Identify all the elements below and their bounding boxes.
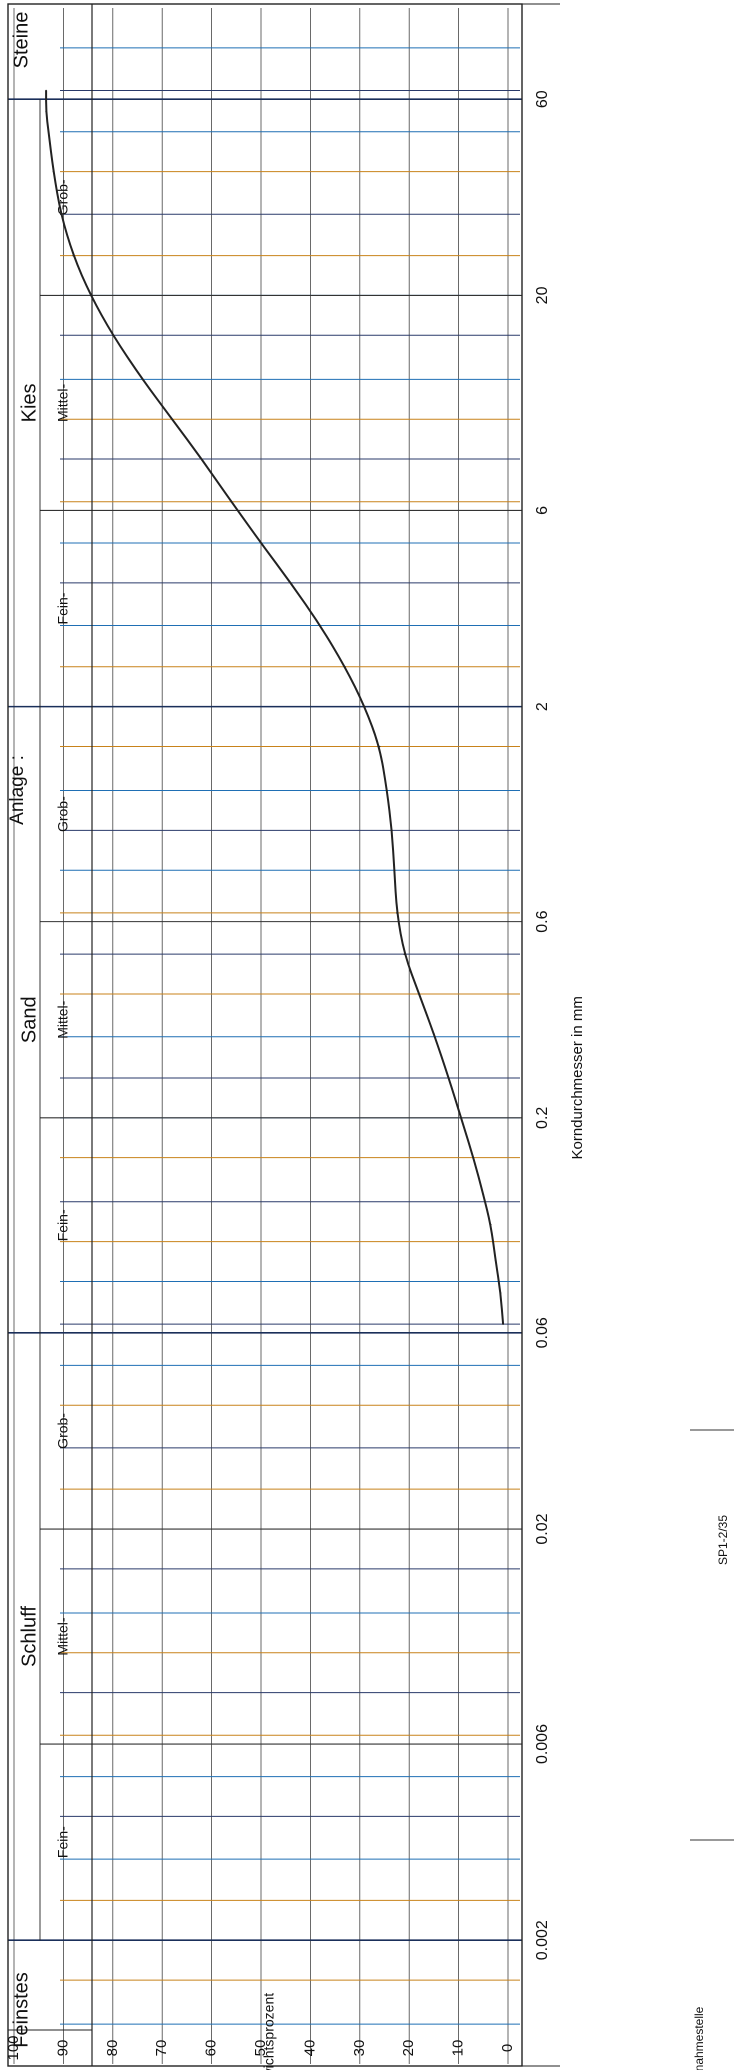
subclass-label: Mittel- <box>55 1000 71 1038</box>
curve-point <box>482 1193 485 1196</box>
curve-layer <box>45 89 505 1325</box>
curve-point <box>45 89 47 92</box>
curve-point <box>171 418 173 421</box>
curve-point <box>391 829 393 832</box>
percent-tick-label: 90 <box>54 2040 71 2057</box>
curve-point <box>472 1156 475 1159</box>
percent-tick-label: 40 <box>301 2040 318 2057</box>
anlage-label: Anlage : <box>7 755 28 825</box>
curve-point <box>363 705 366 708</box>
curve-point <box>378 745 381 748</box>
class-label-sand: Sand <box>18 996 40 1043</box>
subclass-label: Mittel- <box>55 384 71 422</box>
footer-label-sample-id: SP1-2/35 <box>716 1515 730 1565</box>
percent-tick-label: 80 <box>104 2040 121 2057</box>
curve-point <box>200 458 203 460</box>
curve-point <box>112 334 114 337</box>
percent-tick-label: 50 <box>252 2040 269 2057</box>
diameter-tick-label: 60 <box>534 90 551 108</box>
class-label-steine: Steine <box>10 12 32 69</box>
percent-tick-label: 70 <box>153 2040 170 2057</box>
diameter-tick-label: 0.006 <box>534 1724 551 1764</box>
curve-point <box>344 666 346 668</box>
subclass-label: Fein- <box>55 1826 71 1858</box>
curve-point <box>89 294 92 297</box>
diameter-tick-label: 0.6 <box>534 910 551 932</box>
percent-tick-label: 10 <box>450 2040 467 2057</box>
class-label-kies: Kies <box>18 383 40 422</box>
diameter-tick-label: 0.02 <box>534 1513 551 1544</box>
curve-point <box>403 953 406 955</box>
frame-layer <box>7 3 734 2067</box>
curve-point <box>45 110 47 113</box>
diameter-tick-label: 0.06 <box>534 1317 551 1348</box>
curve-point <box>60 213 62 216</box>
curve-point <box>393 869 396 871</box>
x-axis-title: Korndurchmesser in mm <box>569 996 586 1159</box>
curve-point <box>230 500 233 503</box>
subclass-label: Grob- <box>55 179 71 215</box>
curve-point <box>494 1259 497 1262</box>
curve-point <box>418 993 420 995</box>
curve-point <box>433 1033 435 1035</box>
curve-point <box>319 624 322 627</box>
class-label-schluff: Schluff <box>18 1606 40 1667</box>
percent-tick-label: 0 <box>499 2044 516 2052</box>
footer-label-entnahmestelle: Entnahmestelle <box>692 2006 706 2070</box>
grain-size-curve-series-0 <box>45 90 505 1325</box>
curve-point <box>141 378 144 381</box>
diameter-tick-label: 6 <box>534 506 551 515</box>
curve-point <box>499 1292 502 1294</box>
diameter-tick-label: 20 <box>534 286 551 304</box>
percent-tick-label: 20 <box>400 2040 417 2057</box>
percent-tick-label: 60 <box>203 2040 220 2057</box>
curve-point <box>289 582 292 584</box>
diameter-tick-label: 0.002 <box>534 1920 551 1960</box>
subclass-label: Grob- <box>55 1413 71 1449</box>
subclass-label: Mittel- <box>55 1617 71 1655</box>
curve-point <box>386 789 388 792</box>
chart-frame <box>7 3 523 2067</box>
percent-tick-label: 100 <box>5 2035 22 2060</box>
curve-point <box>396 912 398 914</box>
curve-point <box>447 1077 450 1079</box>
curve-point <box>260 542 262 544</box>
subclass-label: Fein- <box>55 592 71 624</box>
curve-point <box>47 131 50 133</box>
label-layer: Feinstes Schluff Sand Kies Steine Fein- Mittel… <box>5 12 730 2070</box>
curve-point <box>460 1117 462 1119</box>
curve-point <box>502 1323 504 1325</box>
curve-point <box>72 254 75 257</box>
class-label-feinstes: Feinstes <box>10 1972 32 2048</box>
diameter-tick-label: 2 <box>534 702 551 711</box>
subclass-label: Grob- <box>55 796 71 832</box>
y-axis-title: Gewichtsprozent <box>261 1993 277 2070</box>
curve-point <box>489 1223 492 1226</box>
diameter-tick-label: 0.2 <box>534 1107 551 1129</box>
curve-point <box>52 170 55 173</box>
subclass-label: Fein- <box>55 1209 71 1241</box>
percent-tick-label: 30 <box>351 2040 368 2057</box>
grid-layer <box>13 8 520 2064</box>
